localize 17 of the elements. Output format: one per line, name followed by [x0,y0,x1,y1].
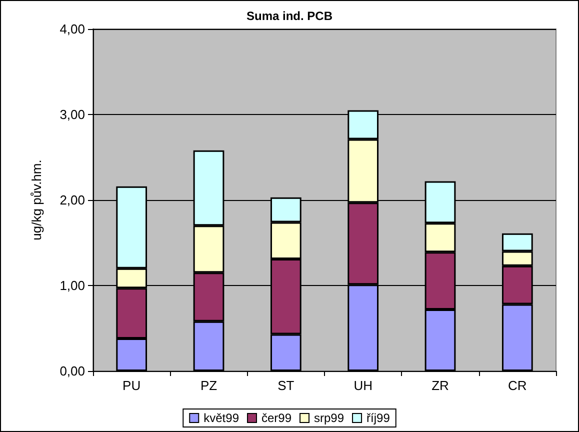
x-tick-label: CR [508,378,527,393]
x-tick-label: UH [354,378,372,393]
y-axis-title: ug/kg pův.hm. [29,160,44,240]
y-tick-label: 4,00 [60,22,85,36]
y-tick-label: 1,00 [60,278,85,293]
legend-label: čer99 [261,411,292,425]
x-tick-label: ST [278,378,294,393]
y-tick-label: 3,00 [60,107,85,122]
legend-label: říj99 [366,411,390,425]
x-tick-label: ZR [432,378,449,393]
legend-label: srp99 [314,411,344,425]
x-tick-label: PU [122,378,141,393]
y-tick-label: 2,00 [60,192,85,208]
x-tick-label: PZ [200,378,218,393]
y-tick-label: 0,00 [60,364,85,378]
legend-label: květ99 [204,411,240,425]
chart-title: Suma ind. PCB [246,9,333,23]
